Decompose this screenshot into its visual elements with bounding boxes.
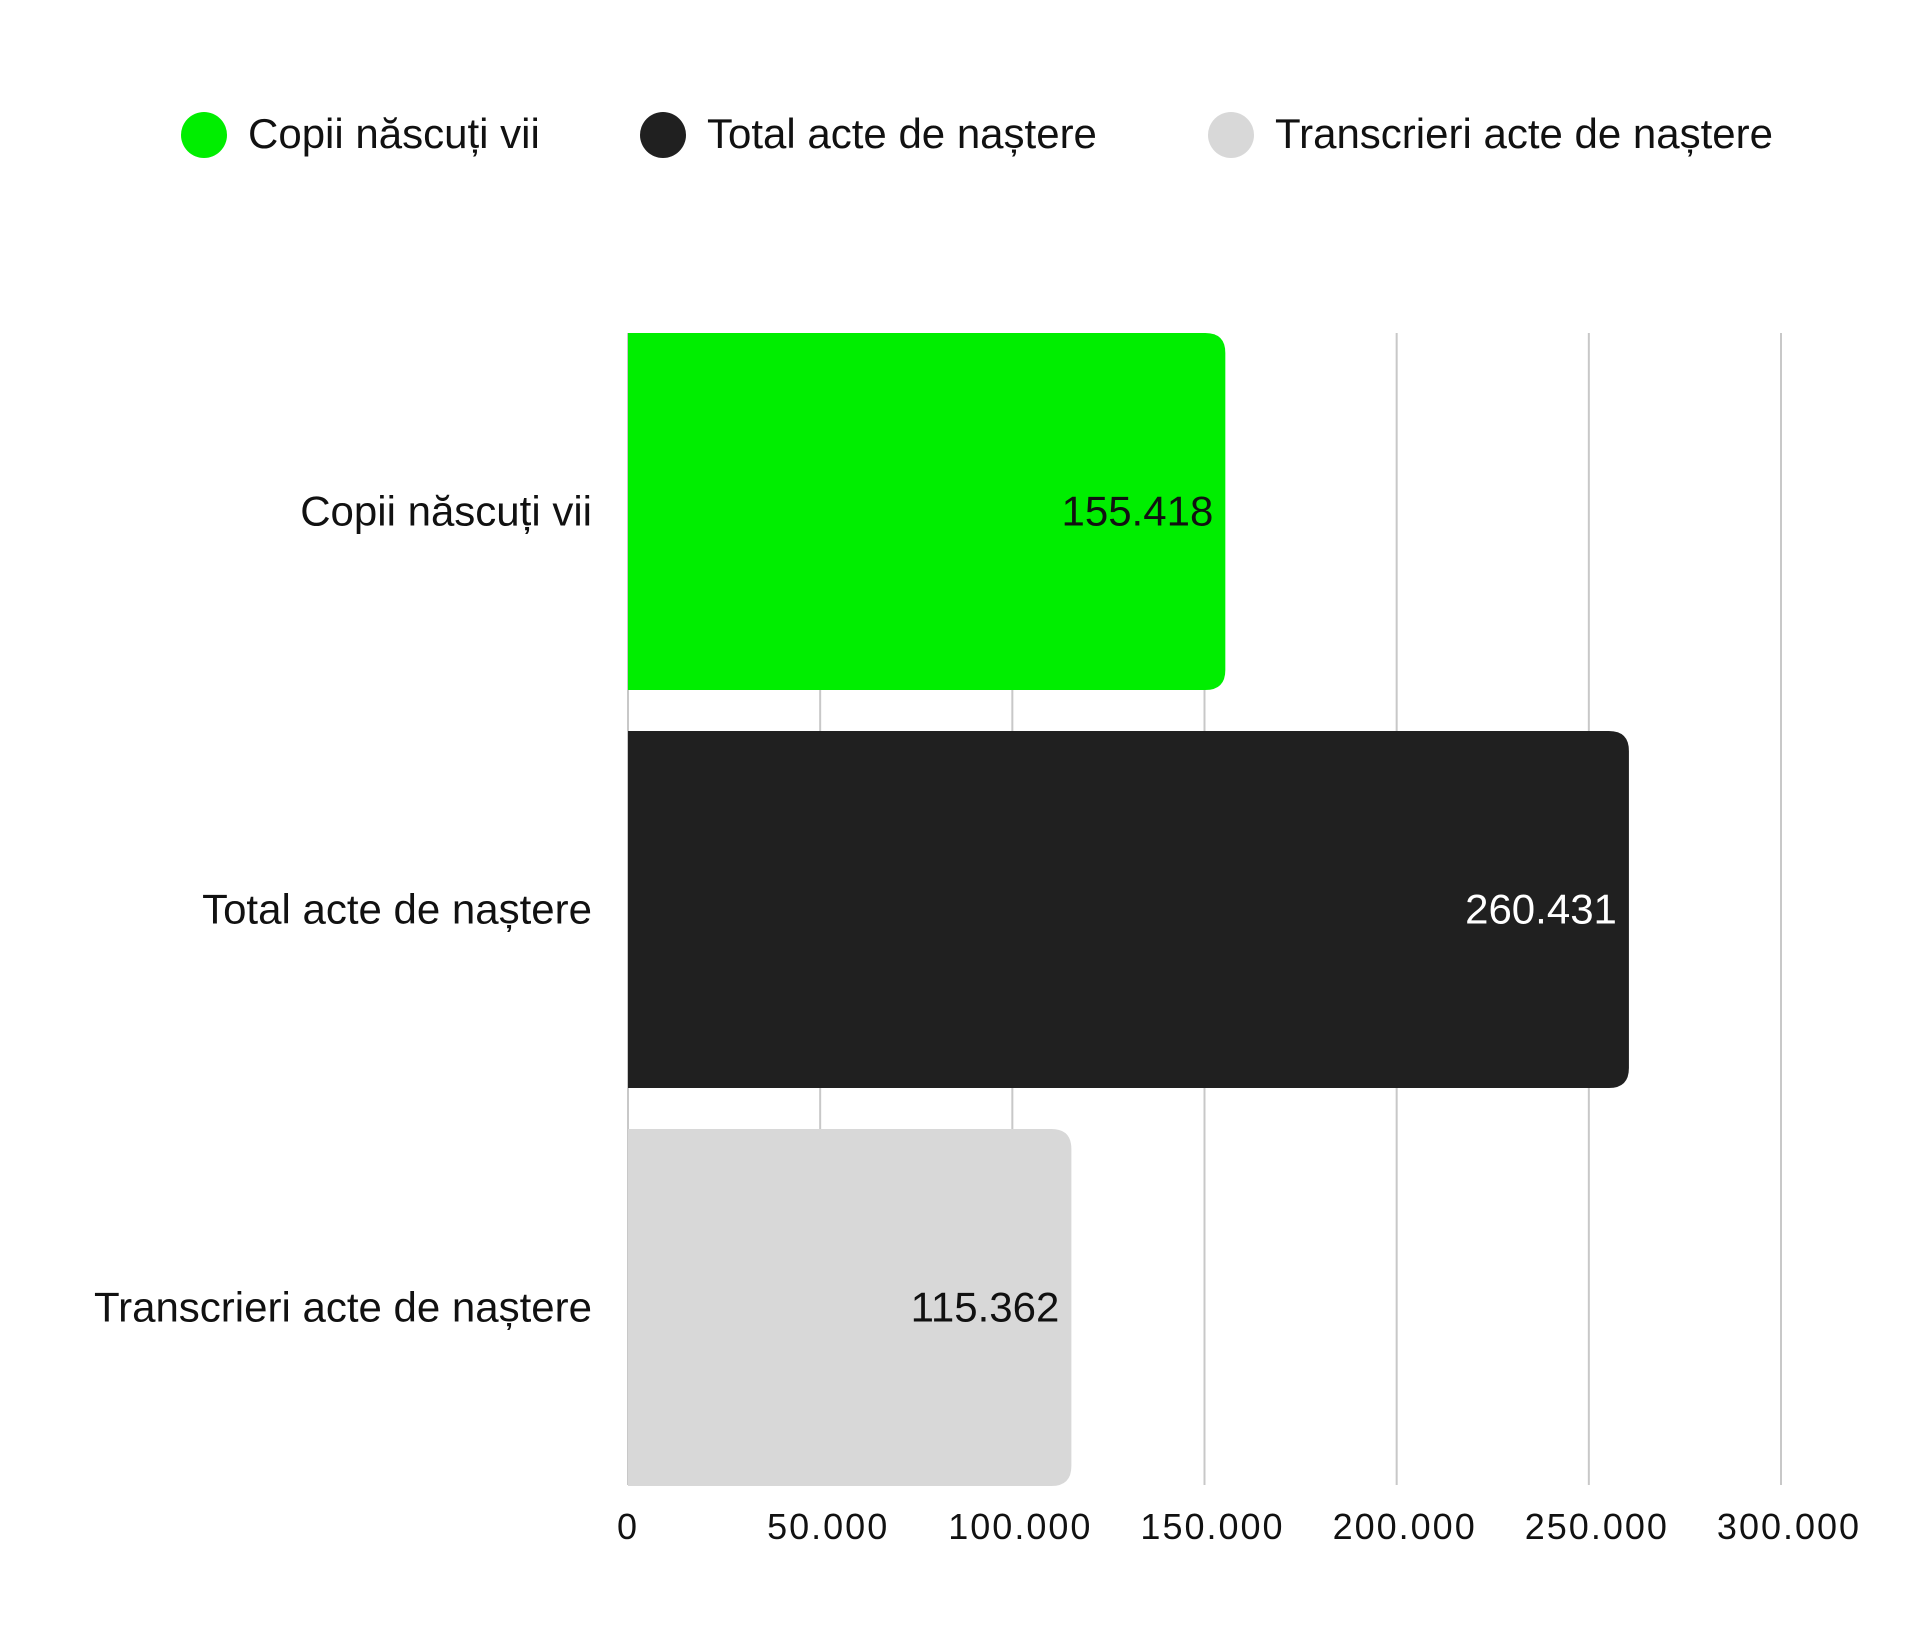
x-tick-label: 100.000 — [948, 1506, 1092, 1547]
x-tick-label: 200.000 — [1333, 1506, 1477, 1547]
x-tick-label: 150.000 — [1140, 1506, 1284, 1547]
x-tick-label: 0 — [617, 1506, 639, 1547]
x-tick-label: 300.000 — [1717, 1506, 1861, 1547]
x-tick-label: 50.000 — [767, 1506, 889, 1547]
bar — [628, 731, 1629, 1088]
legend-marker — [1208, 112, 1254, 158]
legend-marker — [640, 112, 686, 158]
legend-marker — [181, 112, 227, 158]
category-label: Total acte de naștere — [202, 886, 592, 933]
category-label: Transcrieri acte de naștere — [94, 1284, 592, 1331]
legend-label: Transcrieri acte de naștere — [1275, 110, 1773, 157]
bar-value-label: 260.431 — [1465, 886, 1617, 933]
bar-value-label: 115.362 — [911, 1284, 1060, 1331]
category-label: Copii născuți vii — [300, 488, 592, 535]
bar-value-label: 155.418 — [1061, 488, 1213, 535]
bar — [628, 1129, 1072, 1486]
bar — [628, 333, 1226, 690]
x-tick-label: 250.000 — [1525, 1506, 1669, 1547]
legend-label: Copii născuți vii — [248, 110, 540, 157]
legend-label: Total acte de naștere — [707, 110, 1097, 157]
